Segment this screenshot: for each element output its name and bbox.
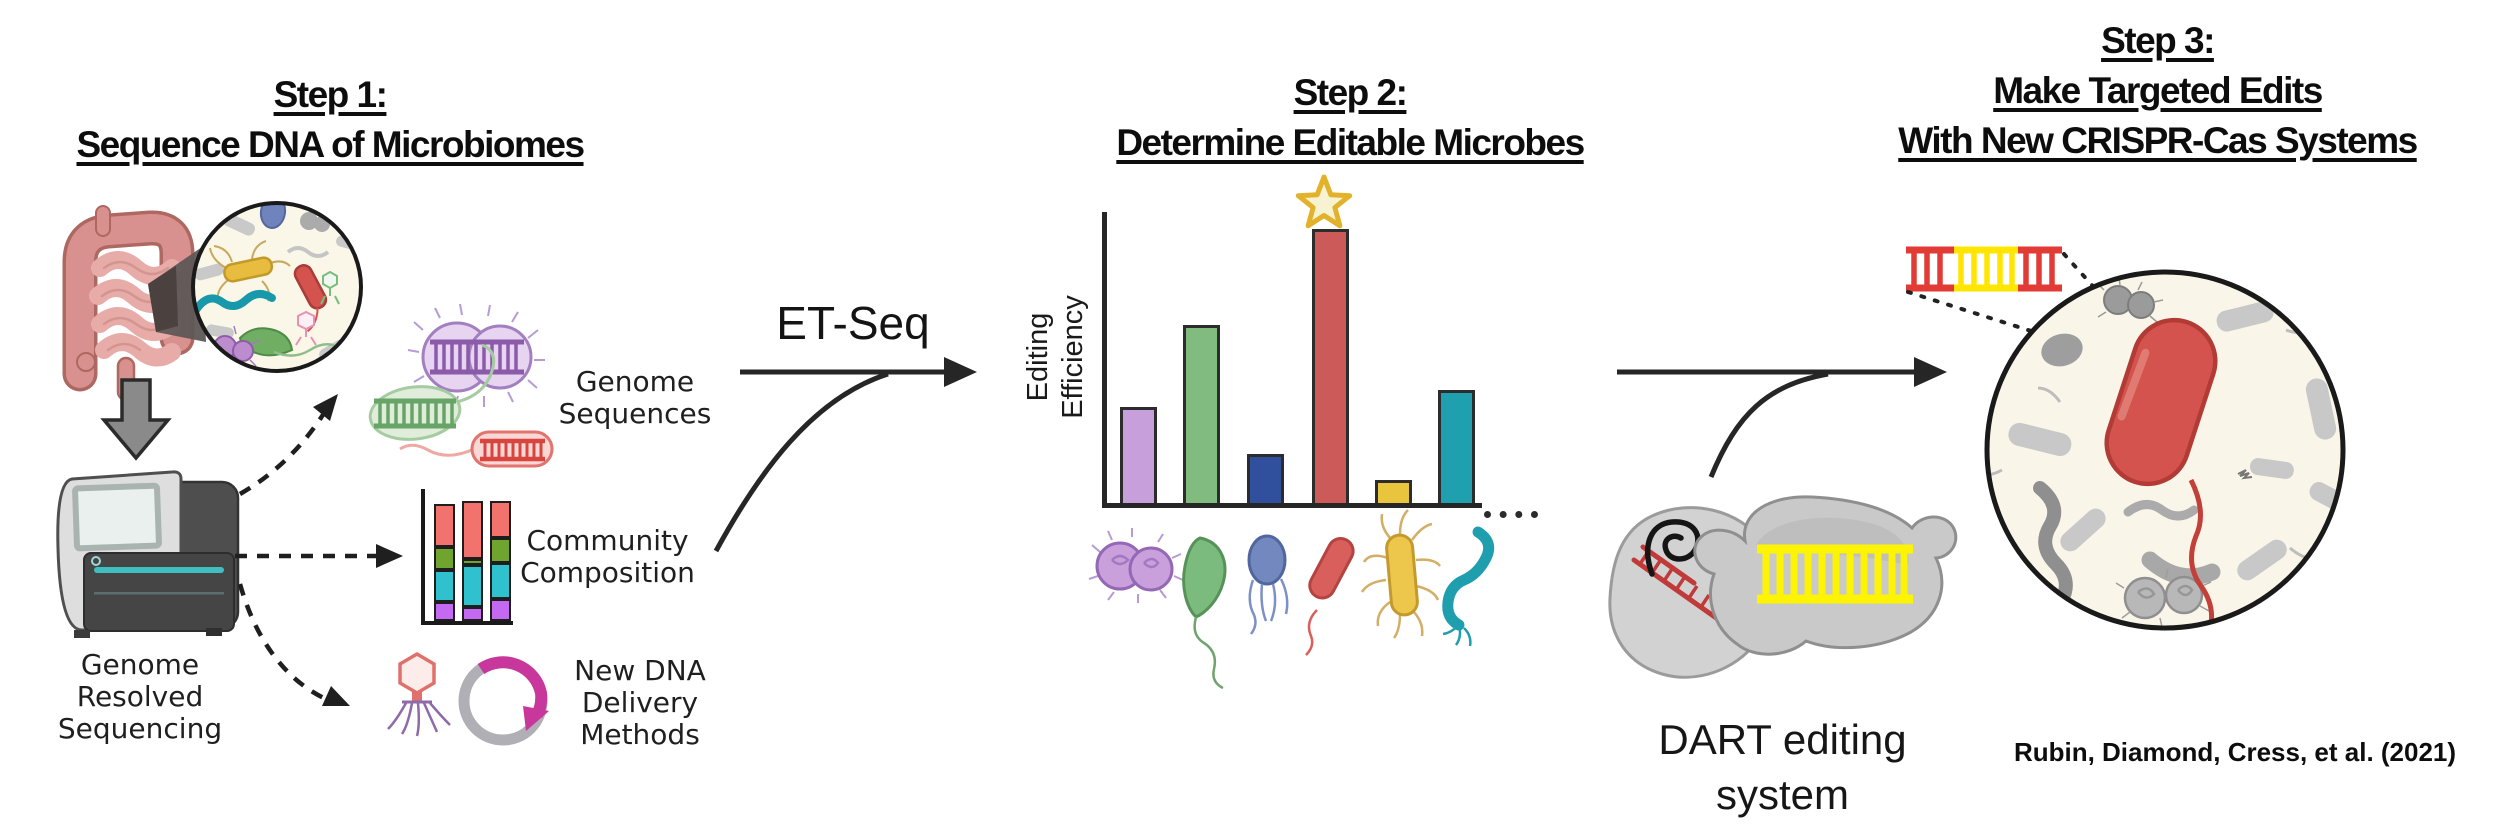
- community-composition-label: Community Composition: [520, 524, 695, 589]
- bar-blue-flagellated-coccus: [1247, 454, 1284, 503]
- community-composition-chart: [421, 489, 513, 625]
- teal-spirillum-icon: [1442, 526, 1495, 647]
- stacked-bar-3: [490, 501, 511, 621]
- green-phage-icon: [320, 270, 340, 305]
- gut-illustration: [62, 205, 195, 402]
- edited-dna-ladder-icon: [1906, 246, 2154, 370]
- new-dna-delivery-label: New DNA Delivery Methods: [574, 654, 706, 751]
- bar-green-vibrio: [1183, 325, 1220, 503]
- phage-icon: [387, 651, 451, 737]
- dart-editing-system-label: DART editing system: [1658, 716, 1907, 818]
- editing-efficiency-chart: [1102, 212, 1482, 508]
- step3-title-line3: With New CRISPR-Cas Systems: [1898, 120, 2418, 161]
- sequencer-label: Genome Resolved Sequencing: [57, 648, 223, 745]
- segment-teal-taxon: [462, 565, 483, 607]
- step1-title-line1: Step 1:: [273, 74, 388, 115]
- segment-purple-taxon: [462, 607, 483, 621]
- step2-title-line1: Step 2:: [1293, 72, 1408, 113]
- dna-sequencer-icon: [56, 470, 240, 638]
- stacked-bar-1: [434, 504, 455, 621]
- x-axis-dotted-extension: [1484, 503, 1538, 518]
- segment-red-taxon: [490, 501, 511, 538]
- segment-teal-taxon: [490, 563, 511, 599]
- bar-red-bacillus: [1312, 229, 1349, 503]
- pink-phage-icon: [295, 310, 317, 346]
- citation: Rubin, Diamond, Cress, et al. (2021): [2013, 737, 2457, 767]
- bar-yellow-peritrichous-rod: [1375, 480, 1412, 503]
- plasmid-icon: [458, 656, 549, 746]
- bar-teal-spirillum: [1438, 390, 1475, 503]
- segment-green-taxon: [434, 547, 455, 570]
- step1-title: Step 1: Sequence DNA of Microbiomes: [55, 70, 605, 170]
- step2-title: Step 2: Determine Editable Microbes: [1090, 68, 1610, 168]
- editing-efficiency-axis-label: Editing Efficiency: [1022, 295, 1089, 419]
- step3-title-line1: Step 3:: [2101, 20, 2215, 61]
- microbe-icons-row: [1088, 509, 1495, 690]
- genome-sequences-icon: [368, 303, 554, 468]
- green-vibrio-icon: [1182, 536, 1227, 690]
- step2-to-step3-arrow: [1617, 357, 1947, 478]
- segment-purple-taxon: [434, 602, 455, 621]
- purple-diplococcus-icon: [1088, 528, 1184, 603]
- dashed-arrows: [235, 408, 378, 703]
- edited-red-bacterium-icon: [2104, 317, 2218, 625]
- genome-sequences-label: Genome Sequences: [558, 365, 712, 430]
- yellow-flagellated-rod-icon: [1360, 509, 1441, 639]
- bar-purple-diplococcus: [1120, 407, 1157, 503]
- down-arrow-icon: [100, 378, 172, 461]
- et-seq-arrow: [713, 357, 977, 553]
- segment-purple-taxon: [490, 599, 511, 621]
- segment-green-taxon: [462, 559, 483, 565]
- step2-title-line2: Determine Editable Microbes: [1116, 122, 1585, 163]
- segment-green-taxon: [490, 538, 511, 563]
- stacked-bar-2: [462, 501, 483, 621]
- et-seq-label: ET-Seq: [776, 297, 930, 349]
- segment-teal-taxon: [434, 570, 455, 602]
- step3-title: Step 3: Make Targeted Edits With New CRI…: [1885, 16, 2430, 166]
- step3-title-line2: Make Targeted Edits: [1993, 70, 2323, 111]
- segment-red-taxon: [434, 504, 455, 547]
- step1-title-line2: Sequence DNA of Microbiomes: [76, 124, 585, 165]
- blue-microbe-icon: [1247, 534, 1289, 635]
- dart-editing-system-icon: [1608, 495, 1958, 679]
- red-bacillus-icon: [1305, 537, 1355, 656]
- gut-microbiome-magnified-icon: [191, 201, 363, 373]
- edited-microbiome-circle: [1984, 269, 2346, 631]
- magnifier-beam: [148, 247, 206, 342]
- segment-red-taxon: [462, 501, 483, 559]
